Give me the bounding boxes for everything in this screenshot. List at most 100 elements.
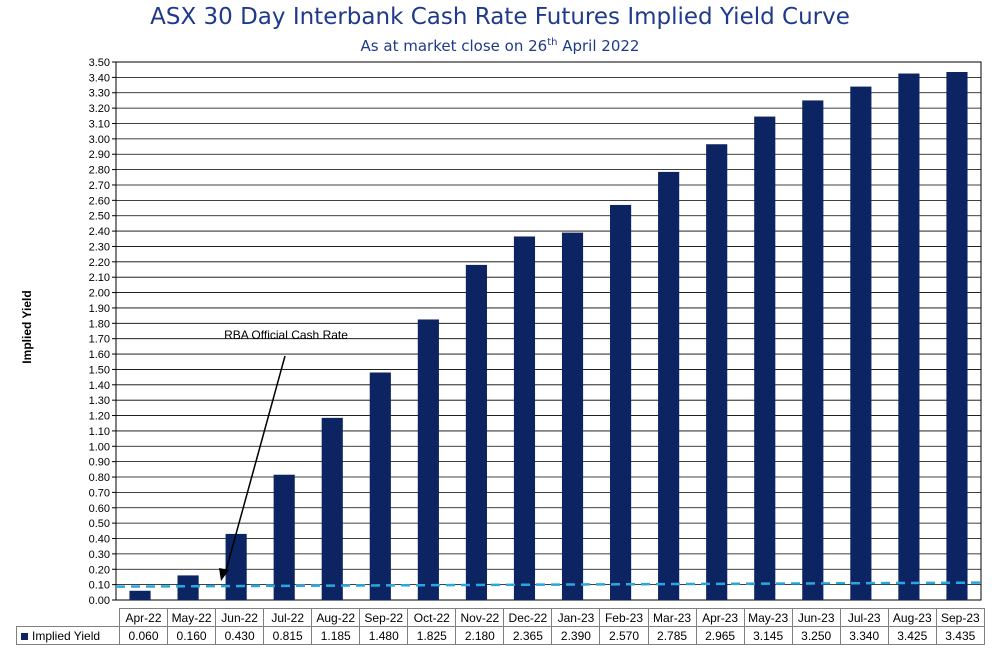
data-table-values-row: Implied Yield 0.060 0.160 0.430 0.815 1.185 1…: [16, 626, 985, 645]
bar: [321, 417, 343, 600]
data-table-value: 0.160: [167, 626, 217, 645]
data-table-value: 2.965: [695, 626, 745, 645]
data-table-value: 2.390: [551, 626, 601, 645]
bar: [225, 533, 247, 600]
data-table-category: Mar-23: [647, 608, 697, 627]
y-tick-label: 0.90: [89, 457, 110, 469]
data-table-value: 3.435: [935, 626, 985, 645]
data-table-value: 0.815: [263, 626, 313, 645]
data-table: Apr-22 May-22 Jun-22 Jul-22 Aug-22 Sep-22 Oct-…: [16, 608, 985, 645]
bar: [850, 86, 872, 600]
y-tick-label: 0.30: [89, 549, 110, 561]
data-table-category: Apr-23: [695, 608, 745, 627]
y-tick-label: 1.10: [89, 426, 110, 438]
data-table-value: 2.570: [599, 626, 649, 645]
data-table-category: May-22: [167, 608, 217, 627]
data-table-value: 1.825: [407, 626, 457, 645]
bar: [417, 319, 439, 600]
data-table-header-row: Apr-22 May-22 Jun-22 Jul-22 Aug-22 Sep-22 Oct-…: [16, 608, 985, 627]
data-table-category: Dec-22: [503, 608, 553, 627]
data-table-value: 3.425: [887, 626, 937, 645]
y-tick-label: 1.60: [89, 349, 110, 361]
bar: [946, 71, 968, 600]
y-tick-label: 2.70: [89, 180, 110, 192]
reference-line: [115, 581, 982, 588]
y-tick-label: 0.80: [89, 472, 110, 484]
subtitle-text: As at market close on 26: [360, 37, 548, 55]
y-tick-label: 3.00: [89, 134, 110, 146]
y-tick-label: 3.40: [89, 72, 110, 84]
y-tick-label: 2.60: [89, 195, 110, 207]
bar: [369, 372, 391, 600]
y-tick-label: 2.40: [89, 226, 110, 238]
bar: [177, 575, 199, 600]
bar: [802, 100, 824, 600]
y-tick-label: 1.70: [89, 334, 110, 346]
data-table-value: 3.250: [791, 626, 841, 645]
bar: [465, 264, 487, 600]
data-table-category: Jul-23: [839, 608, 889, 627]
data-table-value: 0.430: [215, 626, 265, 645]
chart-subtitle: As at market close on 26th April 2022: [0, 37, 1000, 55]
y-tick-label: 3.20: [89, 103, 110, 115]
data-table-value: 1.185: [311, 626, 361, 645]
y-tick-label: 1.40: [89, 380, 110, 392]
y-tick-label: 2.00: [89, 288, 110, 300]
data-table-value: 1.480: [359, 626, 409, 645]
bar: [273, 474, 295, 600]
y-tick-label: 0.40: [89, 534, 110, 546]
chart-title: ASX 30 Day Interbank Cash Rate Futures I…: [150, 4, 850, 30]
data-table-category: Aug-22: [311, 608, 361, 627]
data-table-value: 2.365: [503, 626, 553, 645]
data-table-category: May-23: [743, 608, 793, 627]
y-tick-label: 2.80: [89, 165, 110, 177]
y-tick-label: 0.50: [89, 518, 110, 530]
y-tick-label: 0.00: [89, 595, 110, 607]
y-tick-label: 0.10: [89, 580, 110, 592]
data-table-category: Jul-22: [263, 608, 313, 627]
data-table-corner: [16, 608, 120, 627]
bar: [754, 116, 776, 600]
plot-area: [115, 61, 982, 601]
data-table-category: Apr-22: [118, 608, 169, 627]
y-tick-label: 0.60: [89, 503, 110, 515]
data-table-value: 2.785: [647, 626, 697, 645]
annotation-arrowhead: [219, 568, 229, 581]
y-tick-label: 3.30: [89, 88, 110, 100]
y-tick-label: 3.50: [89, 57, 110, 69]
data-table-value: 2.180: [455, 626, 505, 645]
bar: [610, 204, 632, 600]
data-table-category: Jan-23: [551, 608, 601, 627]
data-table-value: 0.060: [118, 626, 169, 645]
bar: [658, 171, 680, 601]
y-tick-label: 0.20: [89, 564, 110, 576]
y-tick-label: 0.70: [89, 487, 110, 499]
annotation-label: RBA Official Cash Rate: [224, 328, 348, 342]
data-table-category: Feb-23: [599, 608, 649, 627]
bar: [898, 73, 920, 601]
subtitle-superscript: th: [547, 37, 558, 48]
data-table-category: Jun-22: [215, 608, 265, 627]
y-tick-label: 2.30: [89, 241, 110, 253]
annotation-arrow: [224, 355, 286, 575]
bar: [129, 590, 151, 600]
data-table-category: Nov-22: [455, 608, 505, 627]
y-tick-label: 2.20: [89, 257, 110, 269]
y-tick-label: 2.10: [89, 272, 110, 284]
data-table-category: Sep-23: [935, 608, 985, 627]
y-tick-label: 3.10: [89, 118, 110, 130]
y-tick-label: 1.90: [89, 303, 110, 315]
data-table-category: Aug-23: [887, 608, 937, 627]
y-tick-label: 1.00: [89, 441, 110, 453]
y-tick-label: 1.20: [89, 411, 110, 423]
subtitle-date: April 2022: [557, 37, 640, 55]
y-tick-label: 2.90: [89, 149, 110, 161]
data-table-category: Oct-22: [407, 608, 457, 627]
data-table-legend: Implied Yield: [16, 626, 120, 645]
data-table-value: 3.340: [839, 626, 889, 645]
bar-chart: 0.00 0.10 0.20 0.30 0.40 0.50 0.60 0.70 0.80 0.90…: [89, 57, 982, 607]
y-tick-label: 2.50: [89, 211, 110, 223]
data-table-value: 3.145: [743, 626, 793, 645]
bar: [706, 144, 728, 601]
data-table-category: Jun-23: [791, 608, 841, 627]
